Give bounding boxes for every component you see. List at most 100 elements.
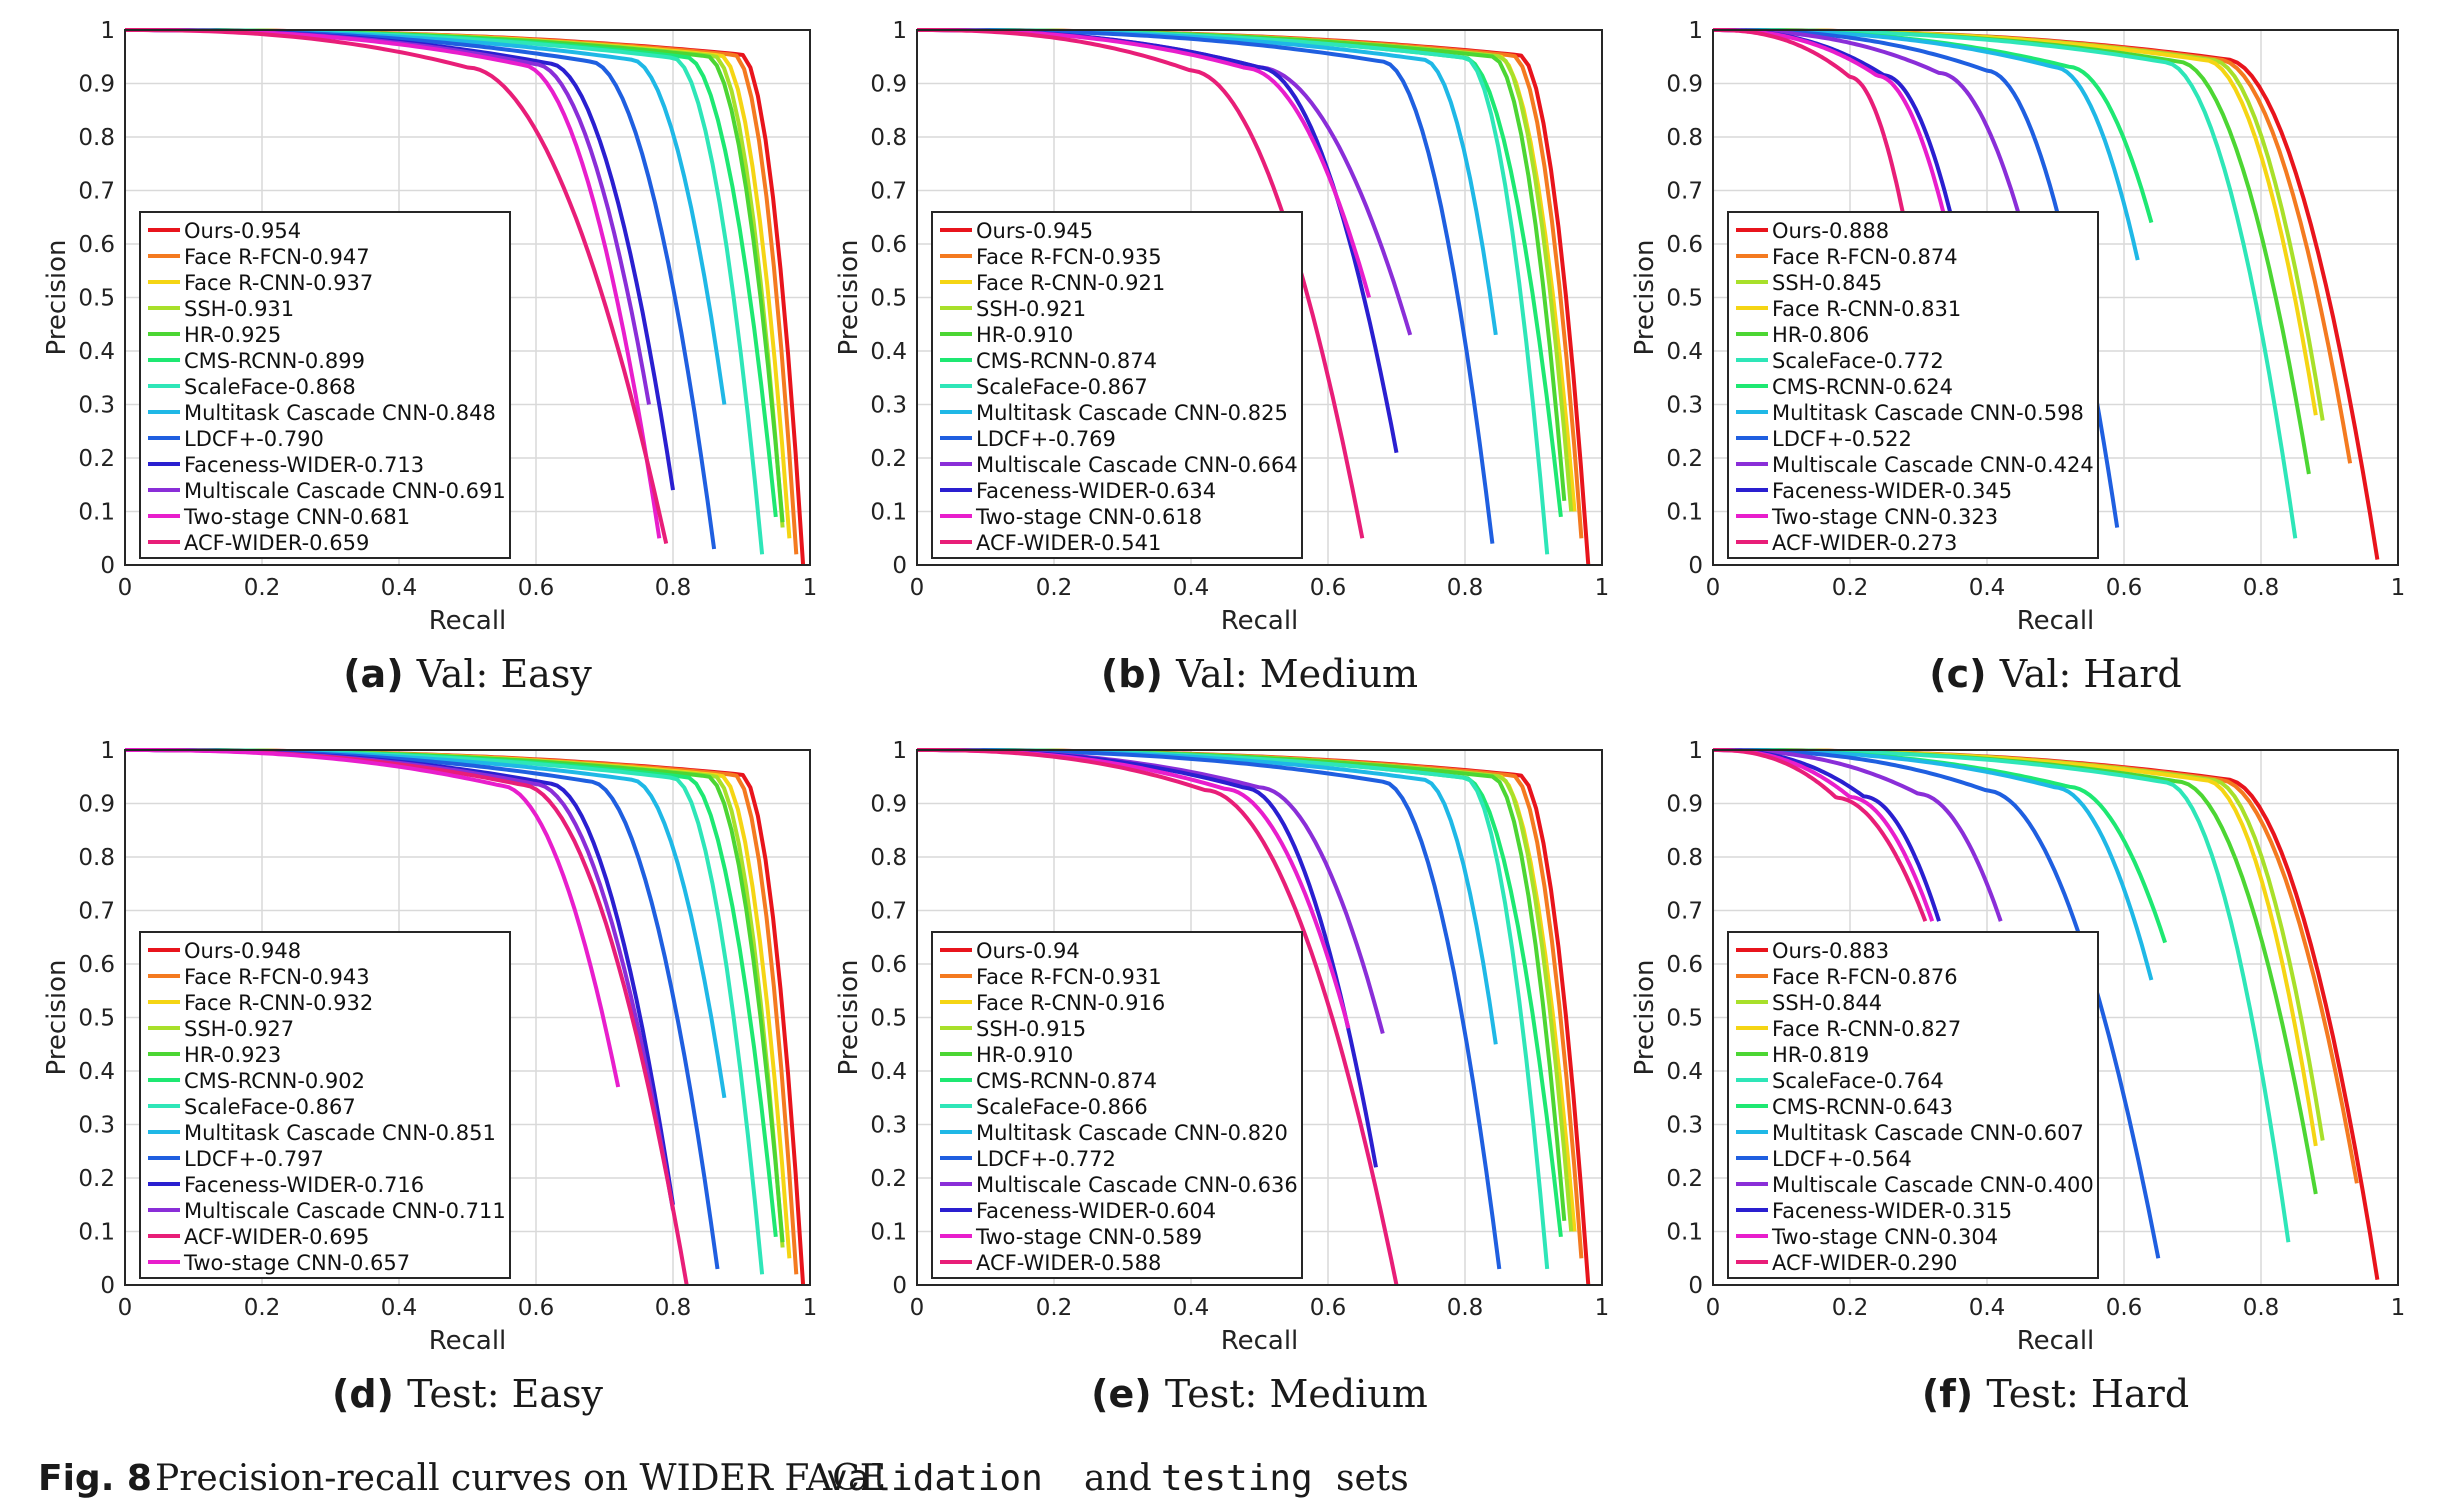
y-tick-label: 0.6	[1666, 232, 1703, 258]
legend-entry: LDCF+-0.522	[1772, 427, 1912, 451]
x-tick-label: 0	[118, 1295, 133, 1321]
y-tick-label: 1	[100, 18, 115, 44]
y-axis-label: Precision	[834, 959, 864, 1075]
legend-box	[931, 931, 1303, 1279]
x-tick-label: 1	[803, 1295, 818, 1321]
x-tick-label: 0.6	[518, 575, 555, 601]
legend-entry: CMS-RCNN-0.899	[184, 349, 365, 373]
y-tick-label: 1	[892, 18, 907, 44]
x-tick-label: 0.4	[1173, 1295, 1210, 1321]
legend-entry: SSH-0.845	[1772, 271, 1882, 295]
figure-caption-text-3: sets	[1336, 1458, 1409, 1499]
y-tick-label: 1	[1688, 18, 1703, 44]
x-axis-label: Recall	[429, 606, 507, 636]
y-tick-label: 0.3	[870, 393, 907, 419]
legend-entry: ACF-WIDER-0.695	[184, 1225, 369, 1249]
y-tick-label: 0.6	[870, 952, 907, 978]
x-tick-label: 1	[803, 575, 818, 601]
y-tick-label: 0.4	[78, 1059, 115, 1085]
y-tick-label: 0.4	[870, 339, 907, 365]
legend-entry: Face R-FCN-0.943	[184, 965, 370, 989]
y-tick-label: 0	[100, 553, 115, 579]
legend-entry: Two-stage CNN-0.618	[975, 505, 1202, 529]
chart-panel: 0 0.1 0.2 0.3 0.4 0.5 0.6 0.7 0.8 0.9 1 0 0.2 0.4 0.6 0…	[1630, 738, 2405, 1416]
x-tick-label: 1	[2391, 575, 2406, 601]
legend-entry: SSH-0.921	[976, 297, 1086, 321]
x-tick-label: 0.2	[1832, 1295, 1869, 1321]
x-tick-label: 0.2	[244, 575, 281, 601]
x-tick-label: 0.4	[1969, 1295, 2006, 1321]
x-tick-label: 0.6	[2106, 575, 2143, 601]
x-axis-label: Recall	[1221, 1326, 1299, 1356]
chart-panel: 0 0.1 0.2 0.3 0.4 0.5 0.6 0.7 0.8 0.9 1 0 0.2 0.4 0.6 0…	[42, 18, 817, 696]
legend-entry: Multitask Cascade CNN-0.851	[184, 1121, 496, 1145]
x-tick-label: 0.4	[1969, 575, 2006, 601]
y-axis-label: Precision	[1630, 959, 1660, 1075]
legend-entry: CMS-RCNN-0.874	[976, 349, 1157, 373]
y-tick-label: 0.7	[1666, 899, 1703, 925]
chart-panel: 0 0.1 0.2 0.3 0.4 0.5 0.6 0.7 0.8 0.9 1 0 0.2 0.4 0.6 0…	[834, 738, 1609, 1416]
y-tick-label: 0	[1688, 1273, 1703, 1299]
legend-box	[1727, 931, 2099, 1279]
legend-entry: ScaleFace-0.772	[1772, 349, 1944, 373]
y-tick-label: 0.9	[1666, 72, 1703, 98]
y-tick-label: 0.1	[78, 500, 115, 526]
panel-subtitle: (b) Val: Medium	[1101, 652, 1418, 696]
panel-label: (d)	[332, 1372, 407, 1416]
legend-entry: LDCF+-0.769	[976, 427, 1116, 451]
series-line	[1713, 748, 1928, 922]
series-line	[1713, 28, 1907, 223]
x-tick-label: 0.8	[1447, 1295, 1484, 1321]
legend-entry: Multiscale Cascade CNN-0.664	[976, 453, 1298, 477]
x-tick-label: 0.6	[2106, 1295, 2143, 1321]
x-tick-label: 1	[1595, 1295, 1610, 1321]
legend-entry: Faceness-WIDER-0.634	[976, 479, 1216, 503]
y-tick-label: 0.4	[1666, 1059, 1703, 1085]
legend-box	[931, 211, 1303, 559]
plot-frame	[124, 29, 811, 566]
y-axis-label: Precision	[42, 239, 72, 355]
legend-entry: Face R-CNN-0.932	[184, 991, 373, 1015]
chart-panel: 0 0.1 0.2 0.3 0.4 0.5 0.6 0.7 0.8 0.9 1 0 0.2 0.4 0.6 0…	[834, 18, 1609, 696]
chart-panel: 0 0.1 0.2 0.3 0.4 0.5 0.6 0.7 0.8 0.9 1 0 0.2 0.4 0.6 0…	[1630, 18, 2405, 696]
chart-panel: 0 0.1 0.2 0.3 0.4 0.5 0.6 0.7 0.8 0.9 1 0 0.2 0.4 0.6 0…	[42, 738, 817, 1416]
legend-entry: SSH-0.844	[1772, 991, 1882, 1015]
y-tick-label: 0	[1688, 553, 1703, 579]
y-tick-label: 0.9	[1666, 792, 1703, 818]
y-tick-label: 0.7	[1666, 179, 1703, 205]
legend-entry: Two-stage CNN-0.657	[183, 1251, 410, 1275]
figure-caption-text-2: and	[1084, 1458, 1152, 1499]
series-line	[917, 748, 1399, 1286]
legend-entry: ScaleFace-0.867	[184, 1095, 356, 1119]
legend-entry: Ours-0.888	[1772, 219, 1889, 243]
x-tick-label: 0.2	[1036, 1295, 1073, 1321]
legend-entry: Faceness-WIDER-0.604	[976, 1199, 1216, 1223]
legend-entry: HR-0.910	[976, 323, 1073, 347]
x-tick-label: 0.4	[1173, 575, 1210, 601]
plot-frame	[1712, 29, 2399, 566]
y-tick-label: 0.1	[870, 1220, 907, 1246]
x-tick-label: 0	[910, 1295, 925, 1321]
y-tick-label: 0.3	[870, 1113, 907, 1139]
legend-entry: Multiscale Cascade CNN-0.691	[184, 479, 506, 503]
panel-subtitle: (a) Val: Easy	[343, 652, 592, 696]
y-tick-label: 0	[892, 553, 907, 579]
x-tick-label: 0.8	[1447, 575, 1484, 601]
y-tick-label: 1	[100, 738, 115, 764]
x-tick-label: 0.4	[381, 575, 418, 601]
legend-entry: Two-stage CNN-0.304	[1771, 1225, 1998, 1249]
x-axis-label: Recall	[2017, 1326, 2095, 1356]
y-tick-label: 0.8	[78, 845, 115, 871]
y-tick-label: 0.3	[78, 1113, 115, 1139]
y-tick-label: 0.3	[1666, 1113, 1703, 1139]
legend-entry: Ours-0.945	[976, 219, 1093, 243]
x-tick-label: 0.6	[1310, 575, 1347, 601]
y-tick-label: 0.3	[1666, 393, 1703, 419]
x-tick-label: 0	[1706, 1295, 1721, 1321]
panel-title: Val: Hard	[1999, 652, 2182, 696]
y-tick-label: 0.2	[870, 1166, 907, 1192]
y-tick-label: 0.1	[870, 500, 907, 526]
legend-entry: Faceness-WIDER-0.713	[184, 453, 424, 477]
panel-label: (b)	[1101, 652, 1176, 696]
x-axis-label: Recall	[2017, 606, 2095, 636]
